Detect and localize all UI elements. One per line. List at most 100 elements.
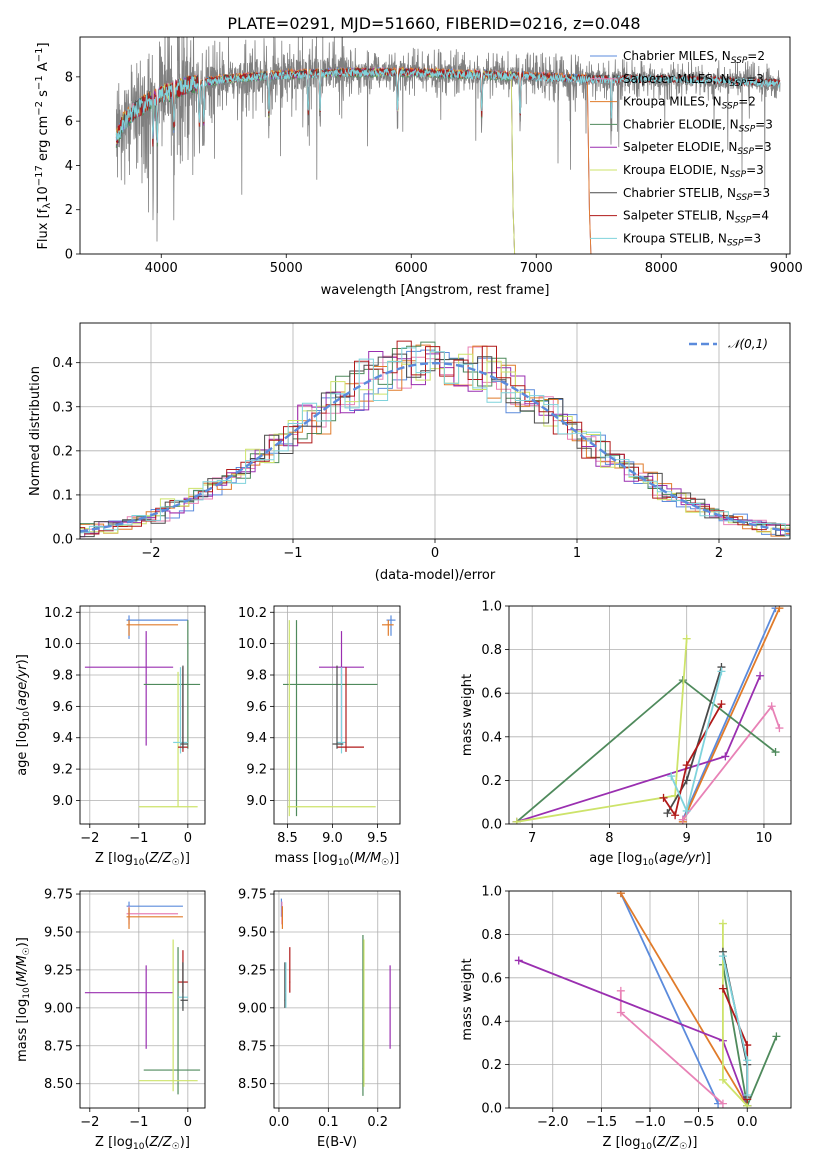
legend-entry: Salpeter STELIB, NSSP=4 [623, 209, 769, 226]
point-marker-kroupa_stelib [682, 806, 691, 815]
point-marker-salpeter_stelib [659, 793, 668, 802]
y-axis-label: Normed distribution [28, 366, 43, 496]
point-marker-salpeter_miles [616, 1008, 625, 1017]
x-tick-label: 0 [184, 1115, 192, 1130]
legend-entry: Salpeter ELODIE, NSSP=3 [623, 140, 772, 157]
y-tick-label: 0.0 [52, 533, 73, 548]
plot-area [115, 37, 781, 254]
x-tick-label: 9.5 [367, 831, 388, 846]
x-tick-label: 8.5 [277, 831, 298, 846]
point-marker-salpeter_miles [775, 724, 784, 733]
x-axis-label: Z [log10(Z/Z☉)] [95, 851, 190, 868]
y-tick-label: 9.50 [238, 925, 267, 940]
y-tick-label: 0.6 [481, 687, 502, 702]
y-tick-label: 9.8 [246, 669, 267, 684]
point-marker-kroupa_elodie [682, 634, 691, 643]
model-line-kroupa_stelib [115, 67, 781, 143]
y-tick-label: 10.0 [44, 637, 73, 652]
y-tick-label: 0.2 [481, 774, 502, 789]
series-line-kroupa_miles [681, 607, 781, 823]
legend-entry: Kroupa ELODIE, NSSP=3 [623, 163, 764, 180]
x-tick-label: −2 [80, 831, 99, 846]
y-tick-label: 9.75 [44, 888, 73, 903]
x-tick-label: 6000 [395, 261, 428, 276]
y-axis-label: mass weight [460, 958, 475, 1040]
y-tick-label: 0.8 [481, 643, 502, 658]
x-tick-label: −1 [283, 546, 302, 561]
x-tick-label: 7 [528, 831, 536, 846]
y-tick-label: 0.8 [481, 928, 502, 943]
panel-mass_vs_ebv: 0.0 0.1 0.2 8.50 8.75 9.00 9.25 9.50 9.75 E(B-V) [238, 888, 401, 1150]
x-tick-label: 5000 [270, 261, 303, 276]
plot-area [84, 615, 201, 808]
y-tick-label: 9.4 [52, 731, 73, 746]
y-tick-label: 0.6 [481, 971, 502, 986]
legend-entry: Kroupa MILES, NSSP=2 [623, 95, 756, 112]
point-marker-salpeter_miles [678, 815, 687, 824]
x-tick-label: 8 [605, 831, 613, 846]
y-tick-label: 9.75 [238, 888, 267, 903]
y-tick-label: 9.25 [44, 963, 73, 978]
point-marker-kroupa_stelib [743, 1090, 752, 1099]
x-tick-label: 0.0 [737, 1115, 758, 1130]
x-axis-label: mass [log10(M/M☉)] [275, 851, 400, 868]
y-tick-label: 6 [65, 115, 73, 130]
point-marker-salpeter_miles [616, 986, 625, 995]
x-axis-label: wavelength [Angstrom, rest frame] [321, 283, 550, 298]
x-axis-label: E(B-V) [317, 1135, 357, 1150]
axes-frame [79, 322, 791, 540]
y-tick-label: 9.0 [246, 794, 267, 809]
x-tick-label: 7000 [520, 261, 553, 276]
y-tick-label: 0.4 [52, 356, 73, 371]
panel-age_vs_Z: −2 −1 0 9.0 9.2 9.4 9.6 9.8 10.0 10.2 Z [log10(Z/Z… [15, 605, 206, 868]
y-tick-label: 10.0 [238, 637, 267, 652]
series-line-chabrier_miles [681, 607, 777, 820]
y-tick-label: 9.0 [52, 794, 73, 809]
x-tick-label: 0.2 [367, 1115, 388, 1130]
y-tick-label: 1.0 [481, 885, 502, 900]
y-tick-label: 0.1 [52, 488, 73, 503]
panel-spectrum: 4000 5000 6000 7000 8000 9000 0 2 4 6 8 wavelength … [34, 36, 803, 298]
y-tick-label: 9.6 [246, 700, 267, 715]
y-axis-label: mass weight [460, 674, 475, 756]
x-tick-label: 0.1 [318, 1115, 339, 1130]
y-tick-label: 1.0 [481, 600, 502, 615]
y-tick-label: 0.4 [481, 730, 502, 745]
x-tick-label: −2.0 [537, 1115, 569, 1130]
panel-residuals: −2 −1 0 1 2 0.0 0.1 0.2 0.3 0.4 𝒩(0,1) (data-model)… [28, 322, 791, 583]
legend-entry: 𝒩(0,1) [728, 337, 768, 351]
axes-frame [79, 605, 206, 825]
x-tick-label: 9000 [770, 261, 803, 276]
y-tick-label: 9.4 [246, 731, 267, 746]
y-tick-label: 8.50 [44, 1077, 73, 1092]
point-marker-chabrier_elodie [771, 748, 780, 757]
y-tick-label: 0 [65, 248, 73, 263]
series-line-salpeter_stelib [662, 703, 723, 818]
x-tick-label: 1 [573, 546, 581, 561]
point-marker-salpeter_stelib [671, 811, 680, 820]
series-line-kroupa_miles [620, 892, 748, 1107]
point-marker-salpeter_miles [767, 702, 776, 711]
x-tick-label: 0.0 [269, 1115, 290, 1130]
legend: Chabrier MILES, NSSP=2 Salpeter MILES, NS… [590, 49, 773, 248]
plot-area [280, 898, 391, 1096]
y-tick-label: 9.8 [52, 669, 73, 684]
point-marker-kroupa_miles [616, 891, 625, 898]
point-marker-salpeter_elodie [514, 956, 523, 965]
point-marker-salpeter_miles [718, 1099, 727, 1108]
legend-entry: Kroupa STELIB, NSSP=3 [623, 231, 761, 248]
point-marker-salpeter_stelib [682, 761, 691, 770]
plot-area [80, 340, 790, 538]
x-tick-label: −1.5 [586, 1115, 618, 1130]
y-tick-label: 2 [65, 203, 73, 218]
y-tick-label: 0.4 [481, 1015, 502, 1030]
y-tick-label: 9.6 [52, 700, 73, 715]
x-tick-label: 0 [184, 831, 192, 846]
y-tick-label: 9.00 [238, 1001, 267, 1016]
axes-frame [508, 605, 792, 825]
plot-area [512, 606, 784, 824]
point-marker-kroupa_elodie [718, 919, 727, 928]
series-line-chabrier_miles [619, 892, 719, 1105]
plot-area [283, 615, 396, 817]
x-tick-label: 0 [431, 546, 439, 561]
